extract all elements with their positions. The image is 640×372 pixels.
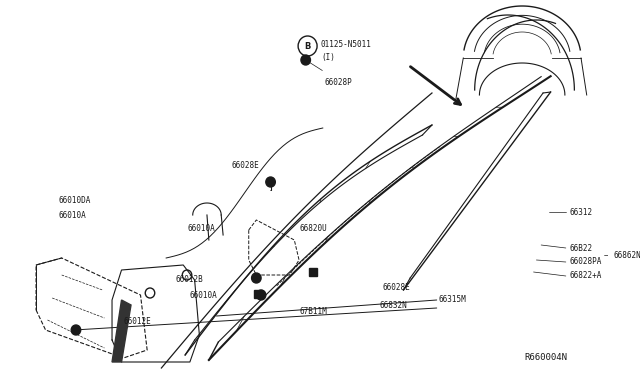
Text: 66012B: 66012B — [175, 276, 204, 285]
Circle shape — [266, 177, 275, 187]
Text: 66028E: 66028E — [232, 160, 259, 170]
Text: 66820U: 66820U — [299, 224, 327, 232]
Text: 66012E: 66012E — [124, 317, 151, 327]
Text: (I): (I) — [321, 52, 335, 61]
Text: 66028E: 66028E — [383, 283, 410, 292]
Polygon shape — [112, 300, 131, 362]
Text: 66822+A: 66822+A — [570, 272, 602, 280]
Text: 66312: 66312 — [570, 208, 593, 217]
Circle shape — [257, 290, 266, 300]
Bar — [310, 268, 317, 276]
Text: 67B11M: 67B11M — [299, 308, 327, 317]
Text: 66315M: 66315M — [438, 295, 467, 305]
Text: 66010A: 66010A — [59, 211, 86, 219]
Text: 66028P: 66028P — [324, 77, 353, 87]
Text: 66862N: 66862N — [613, 250, 640, 260]
Text: 66010A: 66010A — [190, 291, 218, 299]
Text: 66010DA: 66010DA — [59, 196, 92, 205]
Bar — [255, 290, 262, 298]
Circle shape — [71, 325, 81, 335]
Circle shape — [252, 273, 261, 283]
Text: 66B22: 66B22 — [570, 244, 593, 253]
Text: 01125-N5011: 01125-N5011 — [321, 39, 372, 48]
Text: R660004N: R660004N — [525, 353, 568, 362]
Text: 66028PA: 66028PA — [570, 257, 602, 266]
Text: B: B — [305, 42, 311, 51]
Circle shape — [301, 55, 310, 65]
Text: 66832N: 66832N — [380, 301, 408, 310]
Text: 66010A: 66010A — [187, 224, 215, 232]
